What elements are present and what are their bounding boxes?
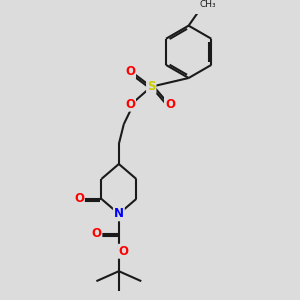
Text: O: O xyxy=(165,98,175,111)
Text: O: O xyxy=(92,227,101,240)
Text: CH₃: CH₃ xyxy=(200,1,217,10)
Text: O: O xyxy=(125,65,135,78)
Text: O: O xyxy=(125,98,135,111)
Text: S: S xyxy=(147,80,155,93)
Text: O: O xyxy=(118,245,128,258)
Text: N: N xyxy=(114,207,124,220)
Text: O: O xyxy=(74,192,84,206)
